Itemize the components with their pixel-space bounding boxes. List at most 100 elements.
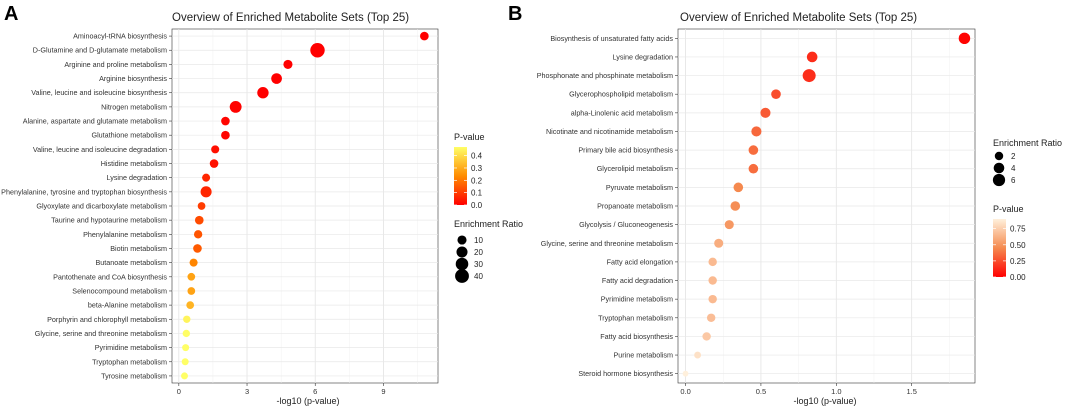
- panel-b-x-tick-label: 1.5: [906, 387, 916, 396]
- panel-b-data-point: [760, 107, 771, 118]
- panel-a-data-point: [221, 116, 230, 126]
- panel-b: B Overview of Enriched Metabolite Sets (…: [508, 3, 1062, 406]
- panel-a-data-point: [310, 43, 325, 58]
- panel-b-data-point: [682, 370, 689, 377]
- panel-a-data-point: [197, 202, 206, 210]
- panel-b-category-label: Steroid hormone biosynthesis: [578, 369, 673, 378]
- panel-b-data-point: [702, 332, 711, 341]
- panel-a: A Overview of Enriched Metabolite Sets (…: [1, 3, 523, 406]
- panel-b-category-label: Fatty acid degradation: [602, 276, 673, 285]
- panel-a-category-label: Selenocompound metabolism: [72, 286, 167, 295]
- panel-a-data-point: [182, 344, 190, 352]
- panel-b-data-point: [958, 32, 971, 45]
- panel-b-category-label: Lysine degradation: [613, 52, 673, 61]
- panel-b-size-legend-label: 4: [1011, 164, 1016, 173]
- panel-a-data-point: [181, 372, 188, 380]
- panel-b-size-legend-label: 6: [1011, 176, 1016, 185]
- panel-a-category-label: Biotin metabolism: [110, 244, 167, 253]
- panel-b-category-label: Tryptophan metabolism: [598, 313, 673, 322]
- panel-a-data-point: [271, 73, 282, 84]
- panel-a-category-label: Butanoate metabolism: [95, 258, 167, 267]
- panel-b-category-label: Primary bile acid biosynthesis: [578, 146, 673, 155]
- panel-a-color-bar-label: 0.4: [471, 152, 483, 161]
- panel-a-color-bar-label: 0.0: [471, 201, 483, 210]
- panel-b-size-legend-dot: [992, 173, 1006, 187]
- panel-a-size-legend-dot: [457, 235, 467, 245]
- panel-b-category-label: Purine metabolism: [613, 351, 673, 360]
- panel-b-data-point: [724, 220, 734, 230]
- panel-a-category-label: Porphyrin and chlorophyll metabolism: [47, 315, 167, 324]
- panel-b-label: B: [508, 3, 522, 25]
- panel-b-data-point: [730, 201, 741, 211]
- panel-a-data-point: [183, 315, 191, 323]
- panel-b-category-label: Fatty acid biosynthesis: [600, 332, 673, 341]
- panel-a-size-legend-title: Enrichment Ratio: [454, 219, 523, 229]
- panel-b-x-tick-label: 0.5: [756, 387, 766, 396]
- panel-a-x-axis-label: -log10 (p-value): [276, 396, 339, 406]
- panel-b-data-point: [748, 145, 759, 155]
- panel-b-category-label: Propanoate metabolism: [597, 202, 673, 211]
- panel-a-category-label: Glutathione metabolism: [91, 131, 167, 140]
- panel-b-category-label: Phosphonate and phosphinate metabolism: [537, 71, 673, 80]
- panel-a-category-label: Tryptophan metabolism: [92, 357, 167, 366]
- panel-a-data-point: [283, 59, 293, 69]
- panel-a-category-label: Valine, leucine and isoleucine degradati…: [33, 145, 167, 154]
- panel-a-category-label: Glycine, serine and threonine metabolism: [35, 329, 167, 338]
- panel-b-plot-area: 0.0 0.5 1.0 1.5 Biosynthesis of unsaturated …: [537, 28, 976, 396]
- panel-a-category-label: Phenylalanine metabolism: [83, 230, 167, 239]
- panel-a-data-point: [257, 87, 269, 99]
- panel-b-data-point: [748, 163, 759, 174]
- panel-a-size-legend-label: 10: [474, 236, 483, 245]
- panel-b-category-label: Glycolysis / Gluconeogenesis: [579, 220, 673, 229]
- panel-b-data-point: [714, 238, 724, 248]
- panel-b-category-label: Glycerophospholipid metabolism: [569, 90, 673, 99]
- panel-a-data-point: [189, 258, 198, 267]
- panel-a-category-label: beta-Alanine metabolism: [88, 301, 167, 310]
- panel-a-size-legend-dot: [455, 269, 469, 283]
- panel-b-category-label: Glycerolipid metabolism: [597, 164, 673, 173]
- panel-b-size-legend-dot: [993, 162, 1005, 174]
- panel-b-data-point: [708, 294, 717, 304]
- panel-b-title: Overview of Enriched Metabolite Sets (To…: [680, 12, 917, 24]
- panel-a-size-legend-dot: [456, 246, 468, 258]
- panel-b-x-axis-label: -log10 (p-value): [793, 396, 856, 406]
- panel-a-plot-area: 0 3 6 9 Aminoacyl-tRNA biosynthesis D-Glutami…: [1, 28, 439, 396]
- panel-a-data-point: [181, 358, 189, 366]
- panel-a-x-tick-label: 6: [313, 387, 317, 396]
- panel-a-label: A: [4, 3, 18, 25]
- panel-b-color-bar-label: 0.75: [1010, 225, 1026, 234]
- panel-a-size-legend-label: 30: [474, 260, 483, 269]
- panel-a-color-bar-label: 0.1: [471, 189, 483, 198]
- panel-b-data-point: [771, 89, 781, 100]
- panel-a-data-point: [187, 287, 196, 295]
- panel-a-color-bar-label: 0.3: [471, 164, 483, 173]
- panel-b-data-point: [708, 276, 717, 285]
- panel-a-category-label: Arginine biosynthesis: [99, 74, 167, 83]
- panel-a-data-point: [202, 173, 211, 182]
- panel-b-color-bar-label: 0.25: [1010, 257, 1026, 266]
- panel-a-data-point: [182, 329, 191, 338]
- panel-b-size-legend-title: Enrichment Ratio: [993, 138, 1062, 148]
- panel-a-category-label: Alanine, aspartate and glutamate metabol…: [23, 117, 167, 126]
- panel-b-x-tick-label: 1.0: [831, 387, 841, 396]
- panel-a-data-point: [200, 186, 212, 198]
- panel-a-x-tick-label: 3: [245, 387, 249, 396]
- panel-a-data-point: [229, 100, 242, 113]
- panel-a-category-label: Histidine metabolism: [101, 159, 167, 168]
- panel-a-color-bar-label: 0.2: [471, 176, 483, 185]
- panel-a-data-point: [187, 272, 196, 281]
- panel-b-size-legend-label: 2: [1011, 152, 1016, 161]
- panel-a-color-legend-title: P-value: [454, 132, 485, 142]
- panel-a-category-label: Arginine and proline metabolism: [64, 60, 167, 69]
- panel-a-size-legend-dot: [455, 257, 469, 271]
- panel-b-data-point: [806, 51, 818, 63]
- panel-b-category-label: Pyruvate metabolism: [606, 183, 673, 192]
- panel-a-data-point: [209, 159, 219, 168]
- panel-a-category-label: Aminoacyl-tRNA biosynthesis: [73, 32, 167, 41]
- panel-b-category-label: Nicotinate and nicotinamide metabolism: [546, 127, 673, 136]
- panel-b-data-point: [751, 126, 762, 137]
- panel-a-category-label: Pyrimidine metabolism: [95, 343, 167, 352]
- panel-a-category-label: Pantothenate and CoA biosynthesis: [53, 272, 167, 281]
- panel-b-data-point: [733, 182, 744, 193]
